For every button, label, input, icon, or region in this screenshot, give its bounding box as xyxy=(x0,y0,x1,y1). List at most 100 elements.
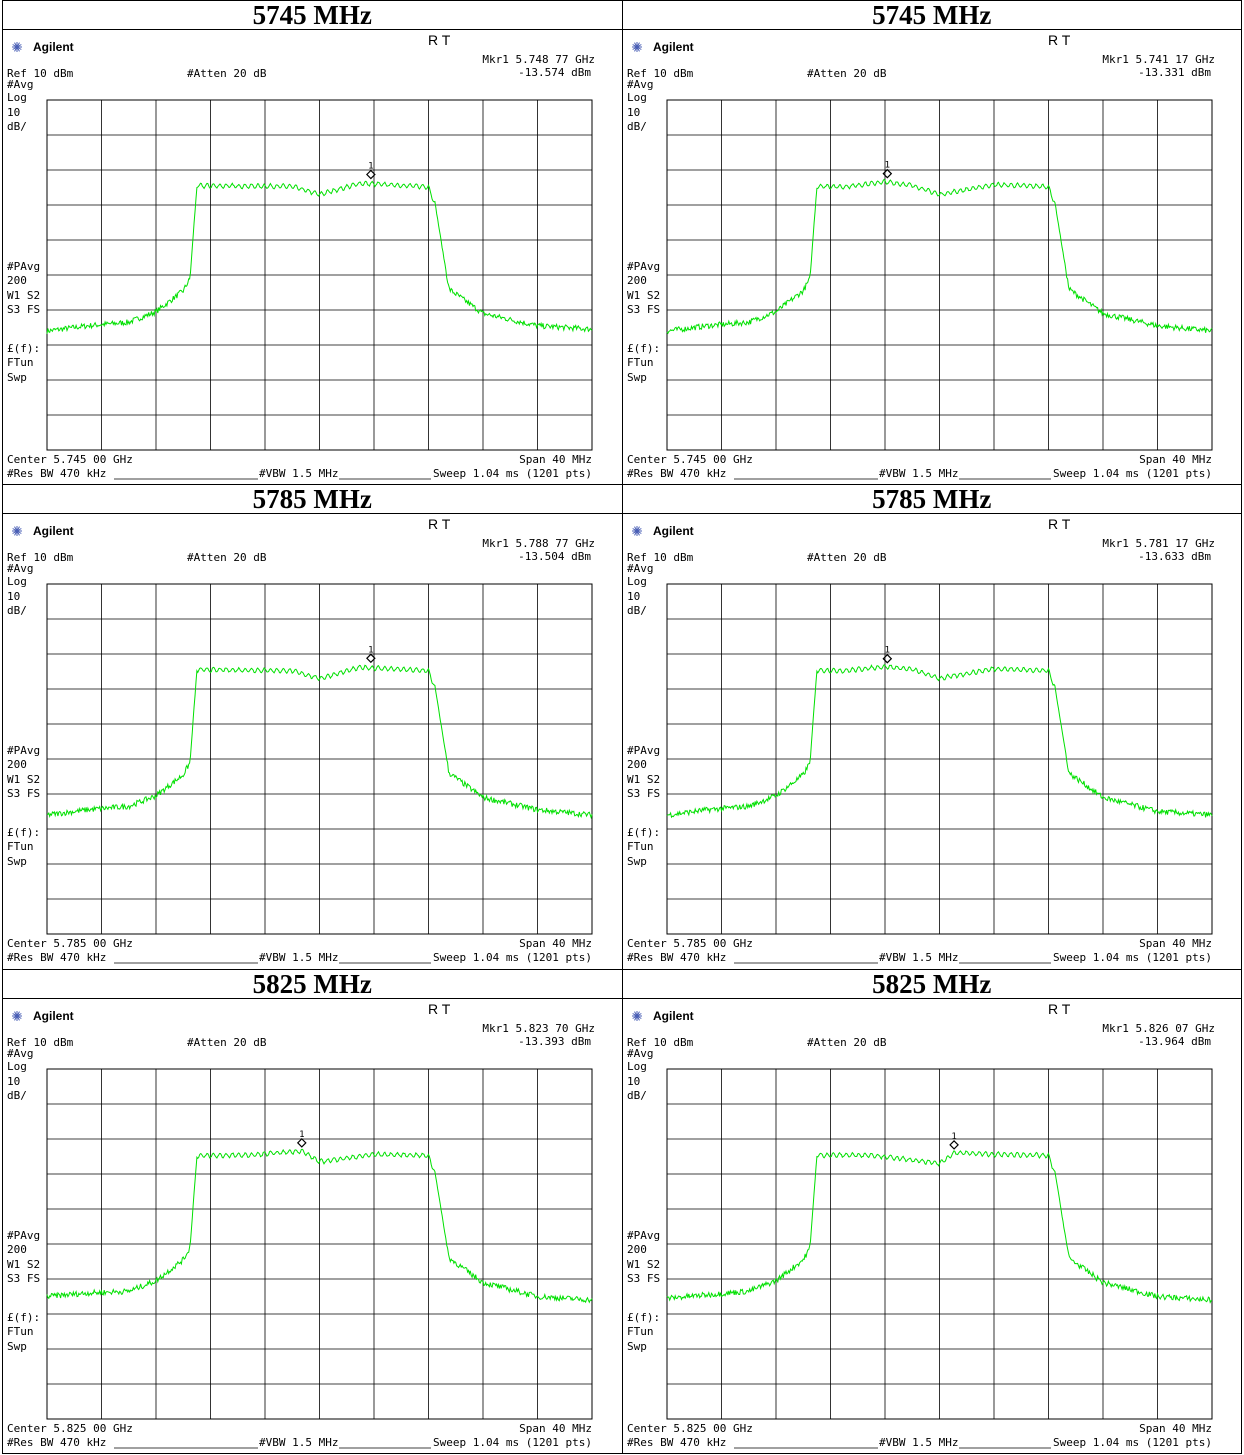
marker-frequency-readout: Mkr1 5.741 17 GHz xyxy=(1102,53,1215,66)
side-annotation: Swp xyxy=(627,855,647,868)
side-annotation: FTun xyxy=(627,356,654,369)
span-label: Span 40 MHz xyxy=(519,453,592,466)
sweep-label: Sweep 1.04 ms (1201 pts) xyxy=(1053,1436,1212,1449)
title-row: 5785 MHz 5785 MHz xyxy=(2,484,1242,515)
spectrum-trace xyxy=(666,1149,1212,1304)
marker-number-label: 1 xyxy=(884,161,889,171)
video-bandwidth-label: #VBW 1.5 MHz xyxy=(259,467,338,480)
plot-cell: Agilent R T Mkr1 5.781 17 GHz -13.633 dBm Re… xyxy=(621,513,1242,970)
side-annotation: #PAvg xyxy=(7,1229,40,1242)
side-annotation: 200 xyxy=(627,274,647,287)
spectrum-trace xyxy=(47,664,593,820)
plot-graticule xyxy=(46,1068,593,1420)
side-annotation: 10 xyxy=(7,1075,20,1088)
sweep-label: Sweep 1.04 ms (1201 pts) xyxy=(1053,951,1212,964)
side-annotation: W1 S2 xyxy=(627,773,660,786)
reference-level-label: Ref 10 dBm xyxy=(627,551,694,564)
side-annotation: W1 S2 xyxy=(627,1258,660,1271)
marker-amplitude-readout: -13.964 dBm xyxy=(1138,1035,1211,1048)
side-annotation: W1 S2 xyxy=(627,289,660,302)
marker-number-label: 1 xyxy=(884,646,889,656)
resolution-bandwidth-label: #Res BW 470 kHz xyxy=(7,1436,106,1449)
side-annotation: Log xyxy=(627,91,647,104)
side-annotation: #Avg xyxy=(7,1047,34,1060)
marker-number-label: 1 xyxy=(951,1132,956,1142)
attenuation-label: #Atten 20 dB xyxy=(807,551,887,564)
spectrum-trace xyxy=(46,1148,593,1304)
title-row: 5745 MHz 5745 MHz xyxy=(2,0,1242,31)
spectrum-analyzer-plot: Agilent R T Mkr1 5.826 07 GHz-13.964 dBm Re… xyxy=(627,1001,1215,1449)
brand-label: Agilent xyxy=(653,524,694,538)
marker-amplitude-readout: -13.574 dBm xyxy=(518,66,591,79)
side-annotation: W1 S2 xyxy=(7,289,40,302)
side-annotation: 200 xyxy=(627,1243,647,1256)
side-annotation: £(f): xyxy=(7,342,40,355)
span-label: Span 40 MHz xyxy=(1139,453,1212,466)
spectrum-analyzer-plot: Agilent R T Mkr1 5.748 77 GHz-13.574 dBm Re… xyxy=(7,32,595,480)
video-bandwidth-label: #VBW 1.5 MHz xyxy=(879,1436,958,1449)
reference-level-label: Ref 10 dBm xyxy=(7,67,74,80)
brand-label: Agilent xyxy=(33,1009,74,1023)
side-annotation: £(f): xyxy=(7,1311,40,1324)
marker-amplitude-readout: -13.504 dBm xyxy=(518,550,591,563)
sweep-label: Sweep 1.04 ms (1201 pts) xyxy=(433,467,592,480)
run-trigger-status: R T xyxy=(1048,32,1071,48)
plot-graticule xyxy=(666,99,1212,451)
resolution-bandwidth-label: #Res BW 470 kHz xyxy=(627,951,726,964)
plot-cell: Agilent R T Mkr1 5.788 77 GHz -13.504 dBm Re… xyxy=(2,513,623,970)
reference-level-label: Ref 10 dBm xyxy=(627,67,694,80)
side-annotation: Swp xyxy=(7,371,27,384)
agilent-logo-icon xyxy=(631,42,642,53)
plot-cell: Agilent R T Mkr1 5.741 17 GHz -13.331 dBm Re… xyxy=(621,29,1242,486)
run-trigger-status: R T xyxy=(428,1001,451,1017)
marker-amplitude-readout: -13.633 dBm xyxy=(1138,550,1211,563)
sweep-label: Sweep 1.04 ms (1201 pts) xyxy=(433,1436,592,1449)
marker-diamond-icon[interactable] xyxy=(881,654,892,664)
side-annotation: #Avg xyxy=(7,562,34,575)
side-annotation: S3 FS xyxy=(7,1272,40,1285)
span-label: Span 40 MHz xyxy=(519,937,592,950)
side-annotation: S3 FS xyxy=(627,303,660,316)
plot-row: Agilent R T Mkr1 5.748 77 GHz -13.574 dBm Re… xyxy=(2,29,1242,486)
plot-graticule xyxy=(46,583,593,935)
run-trigger-status: R T xyxy=(428,516,451,532)
resolution-bandwidth-label: #Res BW 470 kHz xyxy=(627,467,726,480)
plot-row: Agilent R T Mkr1 5.788 77 GHz -13.504 dBm Re… xyxy=(2,513,1242,970)
marker-amplitude-readout: -13.393 dBm xyxy=(518,1035,591,1048)
side-annotation: #Avg xyxy=(627,1047,654,1060)
video-bandwidth-label: #VBW 1.5 MHz xyxy=(259,951,338,964)
side-annotation: 200 xyxy=(7,1243,27,1256)
span-label: Span 40 MHz xyxy=(519,1422,592,1435)
reference-level-label: Ref 10 dBm xyxy=(7,1036,74,1049)
side-annotation: 10 xyxy=(627,590,640,603)
side-annotation: 10 xyxy=(7,590,20,603)
side-annotation: dB/ xyxy=(7,1089,27,1102)
marker-frequency-readout: Mkr1 5.826 07 GHz xyxy=(1102,1022,1215,1035)
channel-title: 5745 MHz xyxy=(621,0,1242,31)
side-annotation: #Avg xyxy=(627,78,654,91)
attenuation-label: #Atten 20 dB xyxy=(187,67,267,80)
side-annotation: #PAvg xyxy=(627,1229,660,1242)
side-annotation: S3 FS xyxy=(7,787,40,800)
side-annotation: W1 S2 xyxy=(7,773,40,786)
agilent-logo-icon xyxy=(631,526,642,537)
center-frequency-label: Center 5.785 00 GHz xyxy=(627,937,753,950)
side-annotation: FTun xyxy=(627,840,654,853)
title-row: 5825 MHz 5825 MHz xyxy=(2,968,1242,999)
marker-diamond-icon[interactable] xyxy=(948,1139,959,1150)
side-annotation: Swp xyxy=(627,1340,647,1353)
side-annotation: FTun xyxy=(627,1325,654,1338)
marker-diamond-icon[interactable] xyxy=(296,1137,307,1148)
brand-label: Agilent xyxy=(33,524,74,538)
marker-diamond-icon[interactable] xyxy=(366,169,376,180)
side-annotation: S3 FS xyxy=(627,1272,660,1285)
marker-diamond-icon[interactable] xyxy=(881,168,892,179)
center-frequency-label: Center 5.825 00 GHz xyxy=(7,1422,133,1435)
side-annotation: Swp xyxy=(7,855,27,868)
side-annotation: 10 xyxy=(627,1075,640,1088)
marker-diamond-icon[interactable] xyxy=(366,653,376,664)
side-annotation: #Avg xyxy=(627,562,654,575)
side-annotation: Log xyxy=(7,575,27,588)
